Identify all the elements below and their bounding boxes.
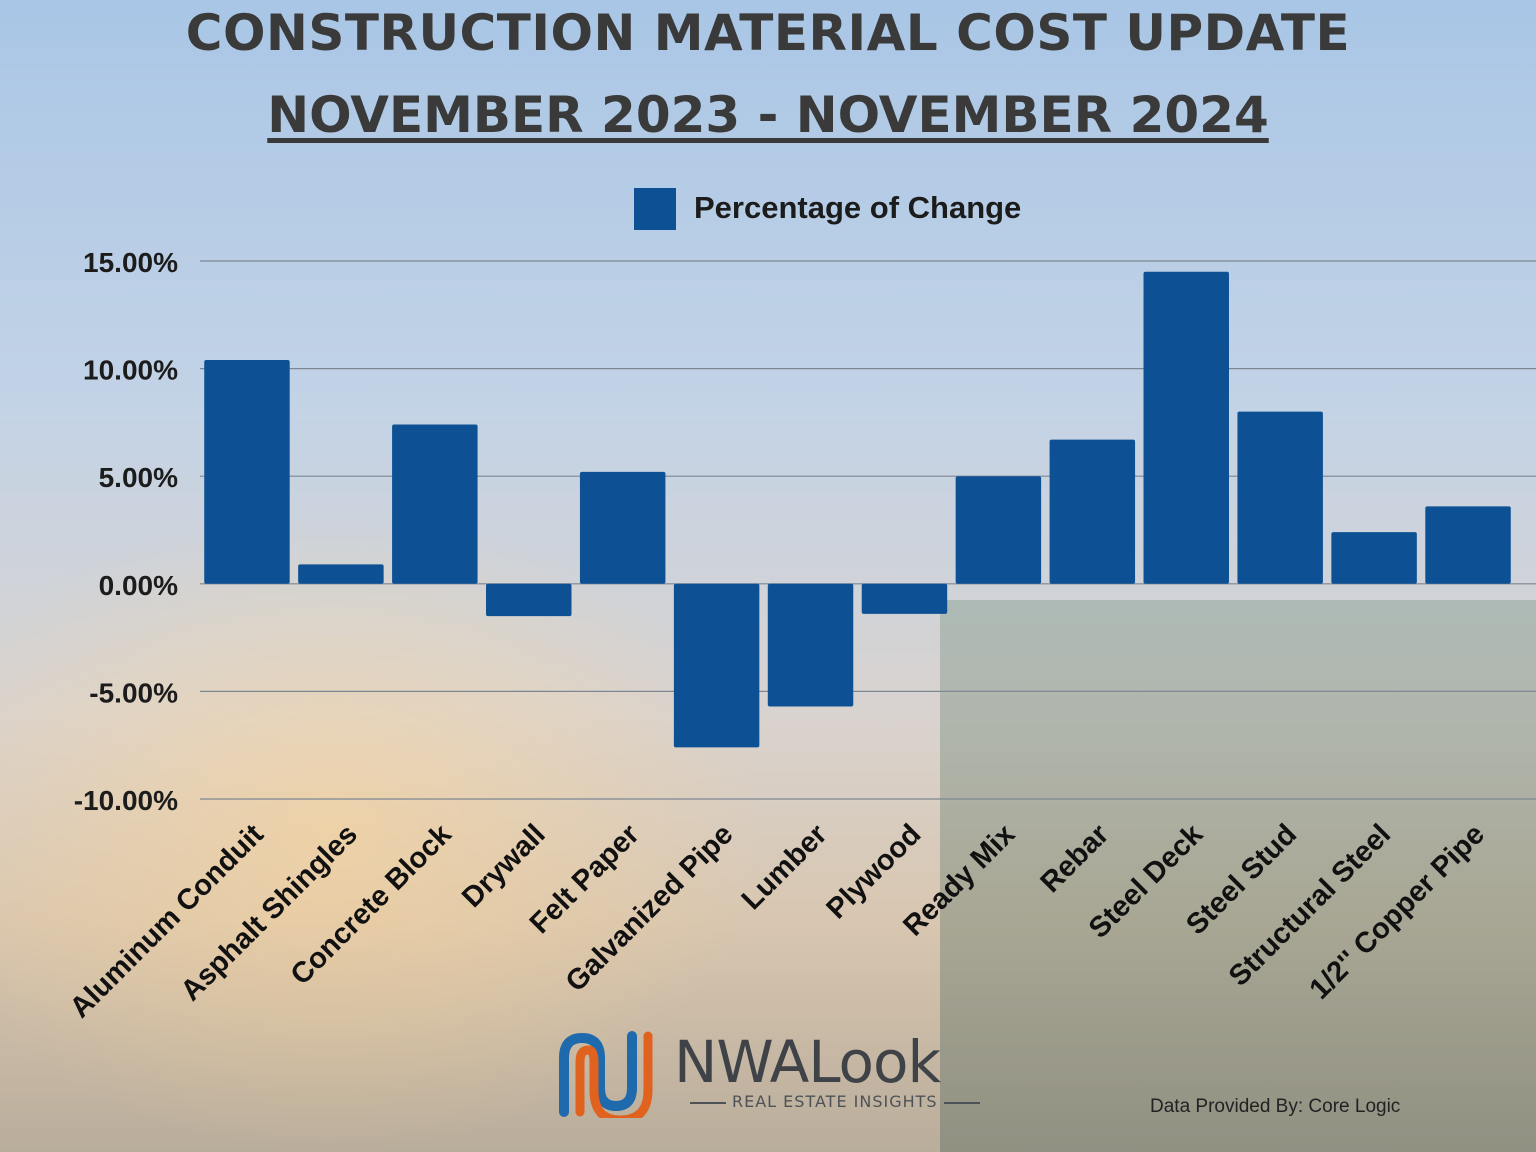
bar bbox=[1425, 506, 1511, 584]
chart-title: CONSTRUCTION MATERIAL COST UPDATE bbox=[185, 4, 1351, 62]
tagline-rule-left bbox=[690, 1101, 726, 1104]
bar bbox=[298, 564, 384, 584]
brand-name: NWALook bbox=[674, 1028, 941, 1096]
legend-swatch bbox=[634, 188, 676, 230]
bar bbox=[204, 359, 290, 584]
x-tick-label: 1/2'' Copper Pipe bbox=[1304, 818, 1491, 1005]
y-tick-label: -5.00% bbox=[89, 677, 178, 708]
bar bbox=[955, 476, 1042, 584]
bar bbox=[861, 583, 948, 614]
bar bbox=[392, 424, 478, 584]
bar bbox=[486, 583, 572, 617]
x-tick-label: Drywall bbox=[456, 818, 552, 914]
x-tick-label: Rebar bbox=[1035, 818, 1116, 899]
bar bbox=[1143, 271, 1229, 584]
chart-subtitle: NOVEMBER 2023 - NOVEMBER 2024 bbox=[267, 86, 1269, 144]
y-tick-label: 5.00% bbox=[99, 462, 178, 493]
x-tick-label: Galvanized Pipe bbox=[560, 818, 740, 998]
y-tick-label: 10.00% bbox=[83, 355, 178, 386]
y-tick-label: -10.00% bbox=[74, 785, 178, 816]
bar bbox=[1237, 411, 1323, 584]
bar bbox=[1049, 439, 1136, 584]
nwalook-logo-icon bbox=[559, 1031, 653, 1118]
bar bbox=[579, 471, 666, 584]
tagline-rule-right bbox=[943, 1101, 980, 1104]
legend-label: Percentage of Change bbox=[694, 190, 1022, 225]
bar bbox=[767, 583, 854, 707]
x-tick-label: Structural Steel bbox=[1223, 818, 1397, 992]
y-tick-label: 0.00% bbox=[99, 570, 178, 601]
brand-logo: NWALook REAL ESTATE INSIGHTS bbox=[556, 1028, 986, 1118]
data-source: Data Provided By: Core Logic bbox=[1150, 1096, 1401, 1117]
brand-tagline: REAL ESTATE INSIGHTS bbox=[732, 1092, 938, 1111]
x-tick-label: Asphalt Shingles bbox=[175, 818, 364, 1007]
x-tick-label: Concrete Block bbox=[285, 818, 459, 992]
bar bbox=[1331, 532, 1417, 584]
y-tick-label: 15.00% bbox=[83, 247, 178, 278]
brand-tagline-row: REAL ESTATE INSIGHTS bbox=[684, 1092, 986, 1111]
x-tick-label: Lumber bbox=[736, 818, 834, 916]
bar bbox=[673, 583, 760, 748]
